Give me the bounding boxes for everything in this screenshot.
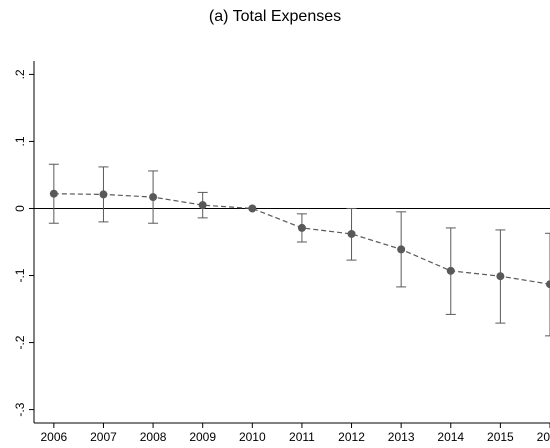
x-tick-label: 2011: [289, 430, 315, 444]
data-point: [446, 266, 455, 275]
x-tick-label: 2012: [338, 430, 365, 444]
y-tick-label: -.2: [13, 335, 27, 349]
axes: [29, 61, 550, 428]
data-point: [397, 245, 406, 254]
x-tick-label: 2010: [239, 430, 266, 444]
x-tick-label: 2008: [140, 430, 167, 444]
data-point: [99, 190, 108, 199]
y-tick-label: .2: [13, 69, 27, 79]
tick-labels: .2 .1 0 -.1 -.2 -.3 2006 2007 2008 2009 2010 2011 20…: [13, 69, 550, 444]
y-tick-label: -.3: [13, 402, 27, 416]
x-tick-label: 2009: [189, 430, 216, 444]
data-point: [49, 189, 58, 198]
x-tick-label: 2013: [388, 430, 415, 444]
data-point: [248, 204, 257, 213]
y-tick-label: 0: [13, 205, 27, 212]
series-layer: [48, 163, 550, 337]
y-tick-label: .1: [13, 136, 27, 146]
data-point: [149, 193, 158, 202]
data-point: [496, 272, 505, 281]
x-tick-label: 2016: [537, 430, 550, 444]
y-tick-label: -.1: [13, 268, 27, 282]
chart-title: (a) Total Expenses: [208, 8, 342, 25]
x-tick-label: 2007: [90, 430, 117, 444]
x-tick-label: 2014: [437, 430, 464, 444]
data-point: [297, 223, 306, 232]
data-point: [198, 201, 207, 210]
error-bar: [545, 232, 550, 337]
data-point: [347, 229, 356, 238]
x-tick-label: 2006: [40, 430, 67, 444]
x-tick-label: 2015: [487, 430, 514, 444]
data-point: [546, 280, 550, 289]
